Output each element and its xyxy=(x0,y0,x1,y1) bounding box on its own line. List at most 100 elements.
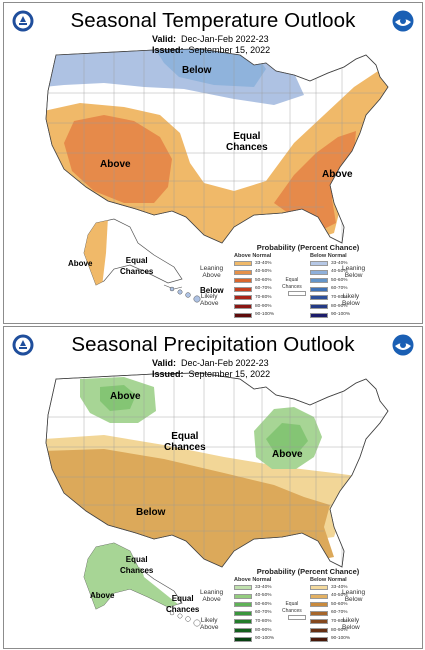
noaa-logo-icon xyxy=(392,10,414,32)
legend-swatch-left-3 xyxy=(234,286,252,292)
legend-range-label: 50-60% xyxy=(331,601,348,607)
legend-swatch-right-1 xyxy=(310,269,328,275)
legend-leaning-below: Leaning Below xyxy=(342,265,366,279)
issue-info: Valid: Dec-Jan-Feb 2022-23 Issued: Septe… xyxy=(152,34,271,55)
legend-likely-below: Likely Below xyxy=(342,617,360,631)
label-above-ohio-valley: Above xyxy=(272,449,303,460)
legend-range-label: 70-80% xyxy=(255,294,272,300)
doc-seal-icon xyxy=(12,334,34,356)
legend-equal-swatch xyxy=(288,291,306,296)
legend-range-label: 60-70% xyxy=(255,610,272,616)
legend-swatch-right-5 xyxy=(310,628,328,633)
legend-range-label: 33-40% xyxy=(255,584,272,590)
legend-equal-swatch xyxy=(288,615,306,620)
legend-leaning-above: Leaning Above xyxy=(200,265,224,279)
legend-range-label: 50-60% xyxy=(255,601,272,607)
legend-range-label: 90-100% xyxy=(331,636,351,642)
legend-swatch-right-4 xyxy=(310,295,328,301)
legend-range-label: 33-40% xyxy=(255,260,272,266)
legend-range-label: 50-60% xyxy=(331,277,348,283)
legend-swatch-left-6 xyxy=(234,312,252,318)
doc-seal-icon xyxy=(12,10,34,32)
legend-swatch-left-2 xyxy=(234,278,252,284)
legend-swatch-left-5 xyxy=(234,628,252,633)
legend-swatch-right-6 xyxy=(310,312,328,318)
label-equal-chances-hawaii: Equal Chances xyxy=(166,594,200,614)
hawaii-islands xyxy=(169,610,201,627)
legend-swatch-left-1 xyxy=(234,269,252,275)
label-below-hawaii: Below xyxy=(200,286,224,295)
legend-swatch-left-1 xyxy=(234,593,252,599)
legend-leaning-below: Leaning Below xyxy=(342,589,366,603)
label-above-northwest: Above xyxy=(110,391,141,402)
legend-col-above: Above Normal xyxy=(234,253,272,259)
legend-range-label: 60-70% xyxy=(331,286,348,292)
below-region xyxy=(154,49,266,87)
legend-swatch-right-3 xyxy=(310,286,328,292)
legend-range-label: 40-50% xyxy=(331,593,348,599)
legend-range-label: 80-90% xyxy=(331,627,348,633)
state-boundaries xyxy=(48,373,384,567)
legend-leaning-above: Leaning Above xyxy=(200,589,224,603)
map-title: Seasonal Temperature Outlook xyxy=(70,9,356,32)
legend-swatch-left-2 xyxy=(234,602,252,608)
legend-swatch-right-6 xyxy=(310,636,328,642)
label-equal-chances: Equal Chances xyxy=(226,131,268,153)
label-above-east: Above xyxy=(322,169,353,180)
legend-range-label: 80-90% xyxy=(255,627,272,633)
above-southeast xyxy=(274,131,356,229)
legend-equal-chances: Equal Chances xyxy=(282,601,302,614)
label-above-west: Above xyxy=(100,159,131,170)
precipitation-legend: Probability (Percent Chance) Above Norma… xyxy=(200,567,416,647)
legend-range-label: 40-50% xyxy=(331,269,348,275)
alaska-above xyxy=(84,543,182,609)
legend-likely-above: Likely Above xyxy=(200,617,219,631)
temperature-outlook-panel: Seasonal Temperature Outlook Valid: Dec-… xyxy=(3,2,423,324)
label-above-alaska: Above xyxy=(90,591,115,600)
label-equal-chances-alaska: Equal Chances xyxy=(120,555,154,575)
legend-likely-below: Likely Below xyxy=(342,293,360,307)
legend-swatch-right-0 xyxy=(310,261,328,266)
legend-range-label: 70-80% xyxy=(331,618,348,624)
legend-range-label: 70-80% xyxy=(331,294,348,300)
label-above-alaska: Above xyxy=(68,259,93,268)
legend-range-label: 90-100% xyxy=(255,636,275,642)
legend-range-label: 40-50% xyxy=(255,593,272,599)
legend-likely-above: Likely Above xyxy=(200,293,219,307)
legend-range-label: 80-90% xyxy=(331,303,348,309)
legend-title: Probability (Percent Chance) xyxy=(256,567,360,576)
legend-swatch-right-2 xyxy=(310,602,328,608)
label-equal-chances: Equal Chances xyxy=(164,431,206,453)
label-below: Below xyxy=(182,65,212,76)
noaa-logo-icon xyxy=(392,334,414,356)
label-below: Below xyxy=(136,507,166,518)
legend-range-label: 50-60% xyxy=(255,277,272,283)
legend-col-below: Below Normal xyxy=(310,253,347,259)
legend-range-label: 60-70% xyxy=(255,286,272,292)
legend-swatch-right-5 xyxy=(310,304,328,309)
legend-swatch-right-0 xyxy=(310,585,328,590)
precipitation-map xyxy=(45,372,389,627)
map-title: Seasonal Precipitation Outlook xyxy=(71,333,355,356)
legend-swatch-left-4 xyxy=(234,619,252,625)
above-northwest-core xyxy=(100,385,136,411)
legend-range-label: 60-70% xyxy=(331,610,348,616)
legend-range-label: 70-80% xyxy=(255,618,272,624)
temperature-map xyxy=(45,48,389,303)
hawaii-islands xyxy=(169,286,201,303)
legend-range-label: 80-90% xyxy=(255,303,272,309)
legend-swatch-left-0 xyxy=(234,261,252,266)
legend-title: Probability (Percent Chance) xyxy=(256,243,360,252)
legend-swatch-left-4 xyxy=(234,295,252,301)
precipitation-outlook-panel: Seasonal Precipitation Outlook Valid: De… xyxy=(3,326,423,649)
legend-swatch-right-2 xyxy=(310,278,328,284)
legend-swatch-left-5 xyxy=(234,304,252,309)
legend-range-label: 33-40% xyxy=(331,584,348,590)
legend-col-above: Above Normal xyxy=(234,577,272,583)
legend-swatch-left-0 xyxy=(234,585,252,590)
legend-range-label: 33-40% xyxy=(331,260,348,266)
temperature-legend: Probability (Percent Chance) Above Norma… xyxy=(200,243,416,323)
legend-swatch-right-1 xyxy=(310,593,328,599)
legend-range-label: 90-100% xyxy=(255,312,275,318)
legend-swatch-right-3 xyxy=(310,610,328,616)
